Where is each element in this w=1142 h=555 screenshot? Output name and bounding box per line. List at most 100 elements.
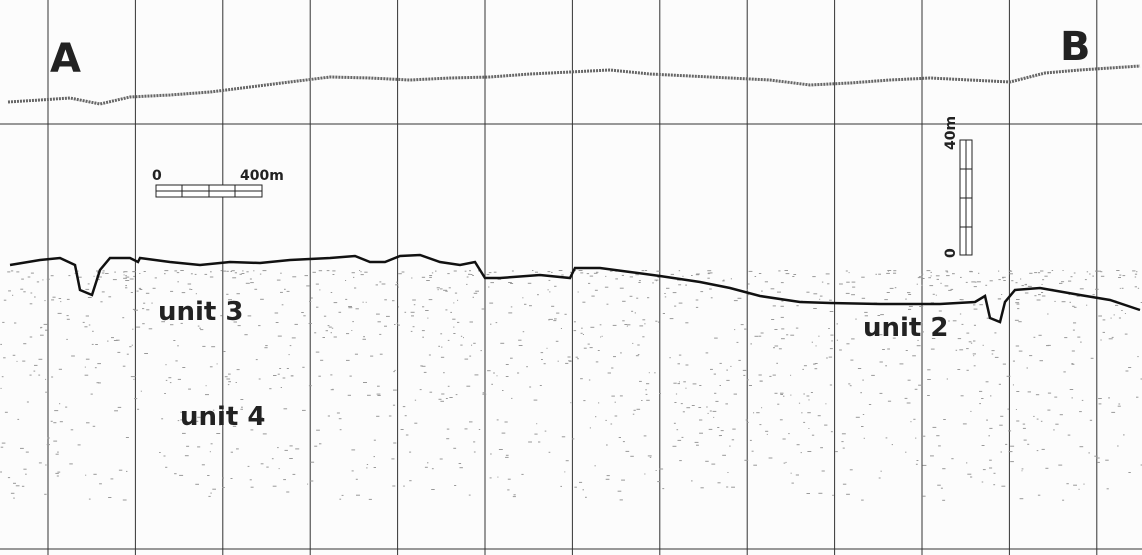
noise-speck <box>1135 277 1136 278</box>
noise-speck <box>781 306 784 307</box>
noise-speck <box>195 274 197 275</box>
noise-speck <box>151 303 152 304</box>
noise-speck <box>12 295 13 296</box>
noise-speck <box>342 495 344 496</box>
noise-speck <box>253 270 254 271</box>
noise-speck <box>671 274 674 275</box>
noise-speck <box>813 364 816 365</box>
noise-speck <box>570 402 571 403</box>
noise-speck <box>536 423 537 424</box>
noise-speck <box>673 292 677 293</box>
noise-speck <box>393 443 396 444</box>
noise-speck <box>405 415 407 416</box>
noise-speck <box>1097 271 1101 272</box>
noise-speck <box>425 310 429 311</box>
noise-speck <box>1121 310 1123 311</box>
noise-speck <box>815 368 818 369</box>
noise-speck <box>426 280 430 281</box>
noise-speck <box>749 385 752 386</box>
noise-speck <box>319 443 321 444</box>
noise-speck <box>553 320 556 321</box>
noise-speck <box>1042 449 1045 450</box>
noise-speck <box>791 473 792 474</box>
noise-speck <box>741 324 744 325</box>
noise-speck <box>786 462 787 463</box>
noise-speck <box>316 352 320 353</box>
noise-speck <box>1016 409 1017 410</box>
noise-speck <box>251 487 254 488</box>
noise-speck <box>57 452 59 453</box>
noise-speck <box>636 355 639 356</box>
noise-speck <box>51 377 53 378</box>
noise-speck <box>551 306 554 307</box>
noise-speck <box>646 383 649 384</box>
noise-speck <box>266 467 268 468</box>
noise-speck <box>1048 272 1051 273</box>
noise-speck <box>759 424 761 425</box>
noise-speck <box>65 407 67 408</box>
noise-speck <box>912 355 916 356</box>
noise-speck <box>4 300 7 301</box>
noise-speck <box>977 281 981 282</box>
noise-speck <box>683 411 685 412</box>
noise-speck <box>547 348 548 349</box>
noise-speck <box>290 445 293 446</box>
noise-speck <box>784 463 786 464</box>
noise-speck <box>982 482 984 483</box>
noise-speck <box>1044 276 1047 277</box>
noise-speck <box>1093 294 1095 295</box>
noise-speck <box>1080 288 1084 289</box>
noise-speck <box>44 494 46 495</box>
noise-speck <box>682 437 684 438</box>
noise-speck <box>1068 435 1071 436</box>
noise-speck <box>505 422 508 423</box>
noise-speck <box>53 441 57 442</box>
noise-speck <box>957 369 960 370</box>
noise-speck <box>951 458 953 459</box>
noise-speck <box>264 347 267 348</box>
noise-speck <box>561 328 562 329</box>
noise-speck <box>182 433 186 434</box>
noise-speck <box>679 355 681 356</box>
noise-speck <box>23 469 26 470</box>
noise-speck <box>966 462 967 463</box>
noise-speck <box>588 344 590 345</box>
noise-speck <box>352 321 354 322</box>
noise-speck <box>564 471 565 472</box>
noise-speck <box>545 431 547 432</box>
noise-speck <box>919 276 923 277</box>
noise-speck <box>389 416 392 417</box>
noise-speck <box>328 325 330 326</box>
noise-speck <box>126 471 127 472</box>
noise-speck <box>830 348 833 349</box>
noise-speck <box>956 350 958 351</box>
noise-speck <box>753 412 754 413</box>
noise-speck <box>273 375 277 376</box>
noise-speck <box>60 421 63 422</box>
noise-speck <box>446 398 448 399</box>
noise-speck <box>31 273 34 274</box>
noise-speck <box>580 378 583 379</box>
noise-speck <box>142 323 145 324</box>
noise-speck <box>1090 420 1092 421</box>
noise-speck <box>811 392 813 393</box>
noise-speck <box>440 459 443 460</box>
noise-speck <box>309 385 312 386</box>
noise-speck <box>135 310 138 311</box>
noise-speck <box>659 469 663 470</box>
noise-speck <box>744 329 746 330</box>
noise-speck <box>1088 452 1090 453</box>
noise-speck <box>449 397 452 398</box>
noise-speck <box>497 477 498 478</box>
noise-speck <box>114 410 118 411</box>
noise-speck <box>351 449 355 450</box>
noise-speck <box>414 423 417 424</box>
noise-speck <box>59 369 62 370</box>
noise-speck <box>200 329 203 330</box>
noise-speck <box>405 312 407 313</box>
noise-speck <box>598 402 599 403</box>
noise-speck <box>339 499 341 500</box>
noise-speck <box>598 350 600 351</box>
noise-speck <box>818 493 822 494</box>
noise-speck <box>639 280 641 281</box>
